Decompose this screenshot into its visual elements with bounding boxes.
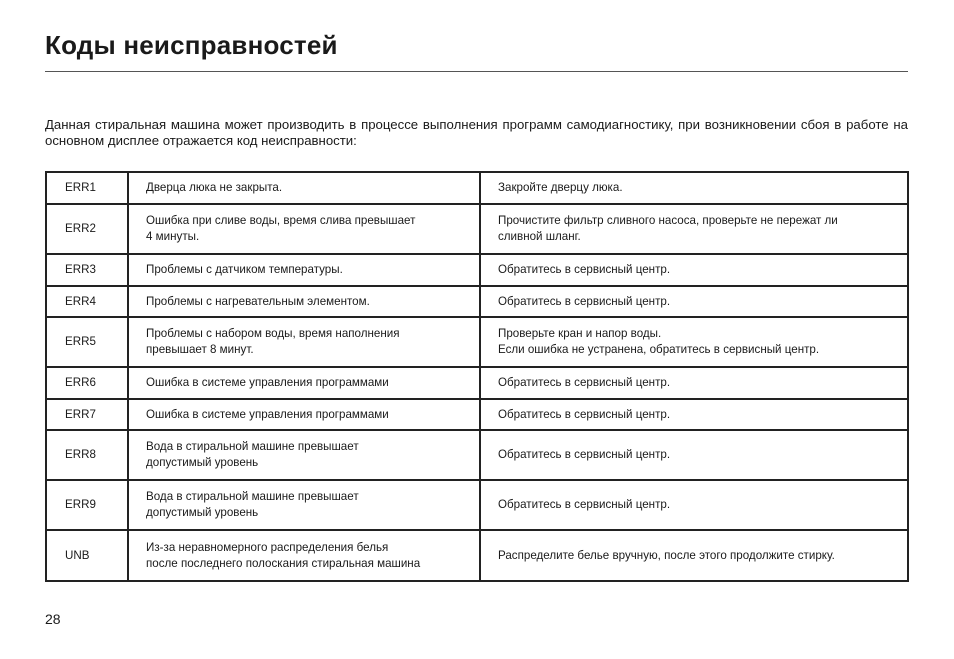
solution-cell: Распределите белье вручную, после этого … bbox=[479, 529, 909, 582]
problem-text: Вода в стиральной машине превышает bbox=[146, 490, 359, 503]
problem-cell: Проблемы с датчиком температуры. bbox=[127, 253, 481, 287]
problem-cell: Проблемы с нагревательным элементом. bbox=[127, 285, 481, 318]
error-codes-table: ERR1 Дверца люка не закрыта. Закройте двер… bbox=[45, 171, 909, 582]
solution-text: Распределите белье вручную, после этого … bbox=[498, 548, 835, 562]
title-divider bbox=[45, 71, 908, 72]
problem-text: Вода в стиральной машине превышает bbox=[146, 440, 359, 453]
solution-text: Обратитесь в сервисный центр. bbox=[498, 294, 671, 308]
problem-text: Проблемы с нагревательным элементом. bbox=[146, 294, 370, 308]
problem-cell: Дверца люка не закрыта. bbox=[127, 171, 481, 205]
solution-text: Если ошибка не устранена, обратитесь в с… bbox=[498, 343, 820, 356]
table-row: ERR4 Проблемы с нагревательным элементом.… bbox=[45, 285, 909, 318]
problem-text: Ошибка в системе управления программами bbox=[146, 376, 389, 389]
table-row: ERR1 Дверца люка не закрыта. Закройте двер… bbox=[45, 171, 909, 205]
problem-text: допустимый уровень bbox=[146, 506, 259, 519]
table-row: ERR7 Ошибка в системе управления программ… bbox=[45, 398, 909, 431]
solution-text: Обратитесь в сервисный центр. bbox=[498, 498, 671, 511]
solution-cell: Проверьте кран и напор воды. Если ошибка … bbox=[479, 316, 909, 368]
problem-text: Ошибка при сливе воды, время слива превы… bbox=[146, 214, 416, 227]
problem-text: допустимый уровень bbox=[146, 456, 259, 469]
solution-cell: Закройте дверцу люка. bbox=[479, 171, 909, 205]
solution-cell: Обратитесь в сервисный центр. bbox=[479, 253, 909, 287]
error-code: ERR5 bbox=[45, 316, 129, 368]
page-number: 28 bbox=[45, 611, 61, 627]
error-code: ERR8 bbox=[45, 429, 129, 481]
table-row: ERR9 Вода в стиральной машине превышает до… bbox=[45, 479, 909, 531]
error-code: UNB bbox=[45, 529, 129, 582]
error-code: ERR7 bbox=[45, 398, 129, 431]
solution-cell: Обратитесь в сервисный центр. bbox=[479, 366, 909, 400]
solution-text: Обратитесь в сервисный центр. bbox=[498, 407, 671, 421]
solution-cell: Обратитесь в сервисный центр. bbox=[479, 429, 909, 481]
solution-text: сливной шланг. bbox=[498, 230, 581, 243]
intro-paragraph: Данная стиральная машина может производи… bbox=[45, 117, 908, 148]
solution-cell: Прочистите фильтр сливного насоса, прове… bbox=[479, 203, 909, 255]
table-row: ERR6 Ошибка в системе управления программ… bbox=[45, 366, 909, 400]
problem-cell: Вода в стиральной машине превышает допуст… bbox=[127, 429, 481, 481]
page-title: Коды неисправностей bbox=[45, 30, 338, 60]
table-row: ERR2 Ошибка при сливе воды, время слива п… bbox=[45, 203, 909, 255]
solution-text: Прочистите фильтр сливного насоса, прове… bbox=[498, 214, 838, 227]
error-code: ERR1 bbox=[45, 171, 129, 205]
problem-cell: Ошибка в системе управления программами bbox=[127, 398, 481, 431]
table-row: UNB Из-за неравномерного распределения бе… bbox=[45, 529, 909, 582]
problem-cell: Ошибка в системе управления программами bbox=[127, 366, 481, 400]
problem-text: Проблемы с набором воды, время наполнени… bbox=[146, 327, 400, 340]
problem-text: Дверца люка не закрыта. bbox=[146, 181, 283, 194]
error-code: ERR2 bbox=[45, 203, 129, 255]
problem-text: после последнего полоскания стиральная м… bbox=[146, 556, 421, 570]
solution-cell: Обратитесь в сервисный центр. bbox=[479, 479, 909, 531]
table-row: ERR8 Вода в стиральной машине превышает до… bbox=[45, 429, 909, 481]
solution-cell: Обратитесь в сервисный центр. bbox=[479, 285, 909, 318]
problem-text: 4 минуты. bbox=[146, 230, 200, 243]
problem-cell: Из-за неравномерного распределения белья… bbox=[127, 529, 481, 582]
problem-text: Из-за неравномерного распределения белья bbox=[146, 540, 389, 554]
solution-text: Проверьте кран и напор воды. bbox=[498, 327, 662, 340]
error-code: ERR9 bbox=[45, 479, 129, 531]
problem-text: Ошибка в системе управления программами bbox=[146, 407, 389, 421]
error-code: ERR3 bbox=[45, 253, 129, 287]
table-row: ERR5 Проблемы с набором воды, время напол… bbox=[45, 316, 909, 368]
solution-text: Обратитесь в сервисный центр. bbox=[498, 263, 671, 276]
problem-cell: Ошибка при сливе воды, время слива превы… bbox=[127, 203, 481, 255]
solution-text: Закройте дверцу люка. bbox=[498, 181, 623, 194]
problem-cell: Проблемы с набором воды, время наполнени… bbox=[127, 316, 481, 368]
solution-text: Обратитесь в сервисный центр. bbox=[498, 448, 671, 461]
error-code: ERR4 bbox=[45, 285, 129, 318]
solution-text: Обратитесь в сервисный центр. bbox=[498, 376, 671, 389]
problem-text: превышает 8 минут. bbox=[146, 343, 254, 356]
table-row: ERR3 Проблемы с датчиком температуры. Обра… bbox=[45, 253, 909, 287]
problem-cell: Вода в стиральной машине превышает допуст… bbox=[127, 479, 481, 531]
problem-text: Проблемы с датчиком температуры. bbox=[146, 263, 343, 276]
error-code: ERR6 bbox=[45, 366, 129, 400]
solution-cell: Обратитесь в сервисный центр. bbox=[479, 398, 909, 431]
